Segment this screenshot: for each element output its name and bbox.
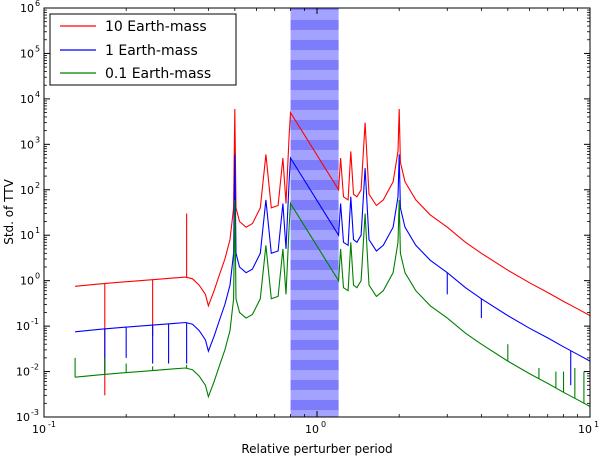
series-line-0 [75,108,590,317]
y-tick-label: 10 [20,47,34,60]
y-tick-label: 10 [20,138,34,151]
y-tick-exponent: -3 [31,408,39,417]
y-tick-exponent: 6 [35,0,40,8]
x-tick-exponent: 0 [321,420,326,429]
shaded-region [290,8,339,417]
x-tick-exponent: -1 [48,420,56,429]
x-tick-exponent: 1 [594,420,599,429]
legend-item-0.1-earth: 0.1 Earth-mass [60,66,211,82]
series-line-2 [75,199,590,407]
y-tick-label: 10 [20,93,34,106]
x-tick-label: 10 [578,423,592,436]
y-tick-label: 10 [20,184,34,197]
excluded-period-band [290,8,339,417]
y-tick-exponent: -1 [31,317,39,326]
y-axis-label: Std. of TTV [2,178,16,244]
y-tick-label: 10 [20,229,34,242]
x-axis: 10 -1 10 0 10 1 [32,8,599,436]
y-tick-exponent: 0 [35,272,40,281]
series-0 [75,108,590,396]
y-tick-exponent: 4 [35,90,40,99]
legend: 10 Earth-mass 1 Earth-mass 0.1 Earth-mas… [49,13,237,86]
y-tick-label: 10 [16,411,30,424]
legend-item-10-earth: 10 Earth-mass [60,19,207,35]
series-layer [74,108,590,407]
y-tick-exponent: 5 [35,44,40,53]
legend-item-1-earth: 1 Earth-mass [60,43,198,59]
y-tick-label: 10 [16,320,30,333]
legend-label-10-earth: 10 Earth-mass [105,19,207,35]
series-2 [74,199,590,407]
legend-label-1-earth: 1 Earth-mass [105,43,198,59]
series-line-1 [75,154,590,362]
x-tick-label: 10 [305,423,319,436]
y-tick-label: 10 [20,275,34,288]
y-tick-exponent: 1 [35,226,40,235]
legend-label-0.1-earth: 0.1 Earth-mass [105,66,211,82]
x-tick-label: 10 [32,423,46,436]
y-tick-label: 10 [20,2,34,15]
y-tick-label: 10 [16,366,30,379]
y-tick-exponent: -2 [31,363,39,372]
y-tick-exponent: 3 [35,135,40,144]
y-tick-exponent: 2 [35,181,40,190]
series-1 [75,154,590,386]
x-axis-label: Relative perturber period [241,442,392,456]
